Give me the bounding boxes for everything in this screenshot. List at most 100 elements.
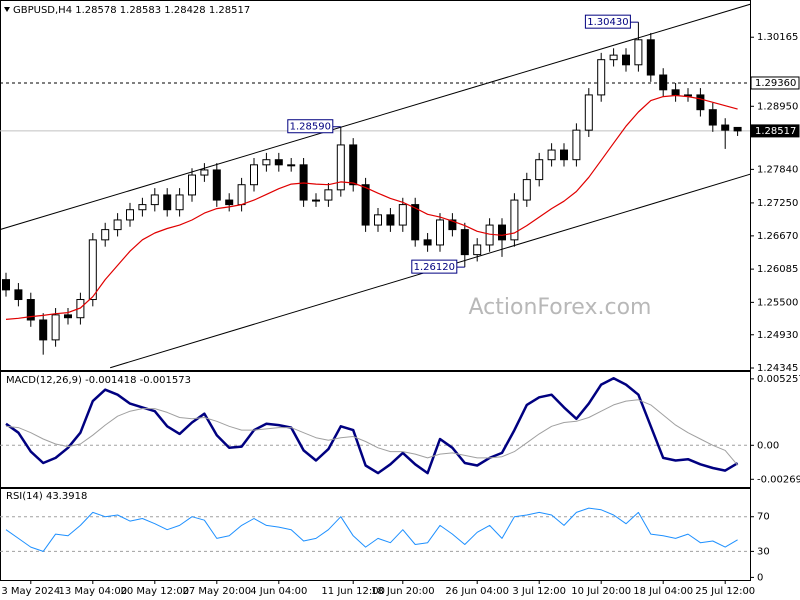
series-line xyxy=(5,377,739,475)
candle-body xyxy=(212,169,221,201)
x-tick-label: 13 May 04:00 xyxy=(59,586,128,597)
y-tick-label: 1.25500 xyxy=(757,297,798,308)
y-tick-label: 1.28950 xyxy=(757,101,798,112)
annotation-label: 1.28590 xyxy=(290,122,331,133)
x-tick-label: 18 Jun 20:00 xyxy=(371,586,435,597)
x-tick-label: 26 Jun 04:00 xyxy=(445,586,509,597)
candle-body xyxy=(423,239,432,246)
candle-body xyxy=(163,194,172,211)
annotation-label: 1.26120 xyxy=(414,262,455,273)
candle-body xyxy=(126,209,134,221)
plot-area: 1.30430 1.28590 1.26120 xyxy=(0,3,750,369)
candle-body xyxy=(336,144,345,191)
candle-body xyxy=(708,109,717,126)
x-tick-label: 3 Jul 12:00 xyxy=(512,586,566,597)
x-tick-label: 18 Jul 04:00 xyxy=(633,586,693,597)
candle-body xyxy=(733,126,742,132)
candle-body xyxy=(584,94,593,131)
candle-body xyxy=(411,204,420,241)
candle-body xyxy=(26,299,35,321)
candle-body xyxy=(721,124,730,131)
candle-body xyxy=(225,199,234,206)
x-tick-label: 10 Jul 20:00 xyxy=(571,586,631,597)
candle-body xyxy=(237,184,246,206)
candle-body xyxy=(498,224,506,241)
candle-body xyxy=(436,219,444,246)
y-tick-label: 1.24345 xyxy=(757,363,798,374)
rsi-title: RSI(14) 43.3918 xyxy=(6,491,87,502)
candle-body xyxy=(39,319,48,341)
candle-body xyxy=(51,314,60,341)
candle-body xyxy=(150,194,159,206)
plot-area xyxy=(0,507,750,552)
candle-body xyxy=(386,214,395,226)
candle-body xyxy=(646,39,655,76)
candle-body xyxy=(113,219,122,231)
y-tick-label: 0.005257 xyxy=(757,374,800,385)
x-tick-label: 4 Jun 04:00 xyxy=(250,586,307,597)
annotation-box xyxy=(287,119,334,134)
candle-body xyxy=(287,164,296,167)
candle-body xyxy=(175,194,184,211)
y-tick-label: 1.26085 xyxy=(757,264,798,275)
macd-title: MACD(12,26,9) -0.001418 -0.001573 xyxy=(6,375,191,386)
y-tick-label: 70 xyxy=(757,512,770,523)
candle-body xyxy=(522,179,531,201)
candle-body xyxy=(349,144,358,186)
annotation-label: 1.30430 xyxy=(587,17,628,28)
candle-body xyxy=(250,164,258,186)
candle-body xyxy=(262,159,271,166)
y-tick-label: 30 xyxy=(757,546,770,557)
candle-body xyxy=(622,54,630,66)
annotation-box xyxy=(411,259,458,274)
y-tick-label: 1.27840 xyxy=(757,164,798,175)
price-box xyxy=(750,76,800,90)
rsi-panel xyxy=(0,488,751,581)
x-tick-label: 3 May 2024 xyxy=(1,586,60,597)
candle-body xyxy=(510,199,519,241)
y-tick-label: 0.00 xyxy=(757,440,779,451)
candle-body xyxy=(684,94,692,97)
y-tick-label: -0.00269 xyxy=(757,474,800,485)
candle-body xyxy=(547,149,556,161)
candle-body xyxy=(324,189,333,201)
price-box-label: 1.28517 xyxy=(755,126,796,137)
chart-title: GBPUSD,H4 1.28578 1.28583 1.28428 1.2851… xyxy=(13,5,250,16)
x-tick-label: 27 May 20:00 xyxy=(183,586,252,597)
candle-body xyxy=(671,89,680,96)
candle-body xyxy=(361,184,370,226)
candle-body xyxy=(609,54,618,61)
candle-body xyxy=(560,149,568,161)
candle-body xyxy=(312,199,320,202)
series-line xyxy=(5,507,738,552)
y-tick-label: 0 xyxy=(757,572,763,583)
trend-line xyxy=(0,3,750,231)
candle-body xyxy=(535,159,544,181)
annotation-box xyxy=(584,14,631,29)
price-box-label: 1.29360 xyxy=(755,78,796,89)
menu-icon[interactable] xyxy=(4,7,10,12)
candle-body xyxy=(138,204,147,211)
macd-panel xyxy=(0,371,751,488)
price-panel xyxy=(0,0,751,371)
candle-body xyxy=(64,314,72,319)
candle-body xyxy=(659,74,668,91)
candle-body xyxy=(597,59,606,96)
y-tick-label: 1.26670 xyxy=(757,231,798,242)
candle-body xyxy=(398,204,407,226)
price-box xyxy=(750,124,800,138)
series-line xyxy=(5,94,738,320)
candle-body xyxy=(473,244,482,256)
plot-area xyxy=(0,377,750,475)
candle-body xyxy=(572,129,581,161)
candle-body xyxy=(696,94,705,111)
candle-body xyxy=(374,214,382,226)
candle-body xyxy=(200,169,209,176)
candle-body xyxy=(88,239,97,301)
y-tick-label: 1.27250 xyxy=(757,198,798,209)
candle-body xyxy=(2,279,10,291)
x-tick-label: 25 Jul 12:00 xyxy=(695,586,755,597)
candle-body xyxy=(448,219,457,231)
candle-body xyxy=(274,159,283,166)
candle-body xyxy=(460,229,469,256)
